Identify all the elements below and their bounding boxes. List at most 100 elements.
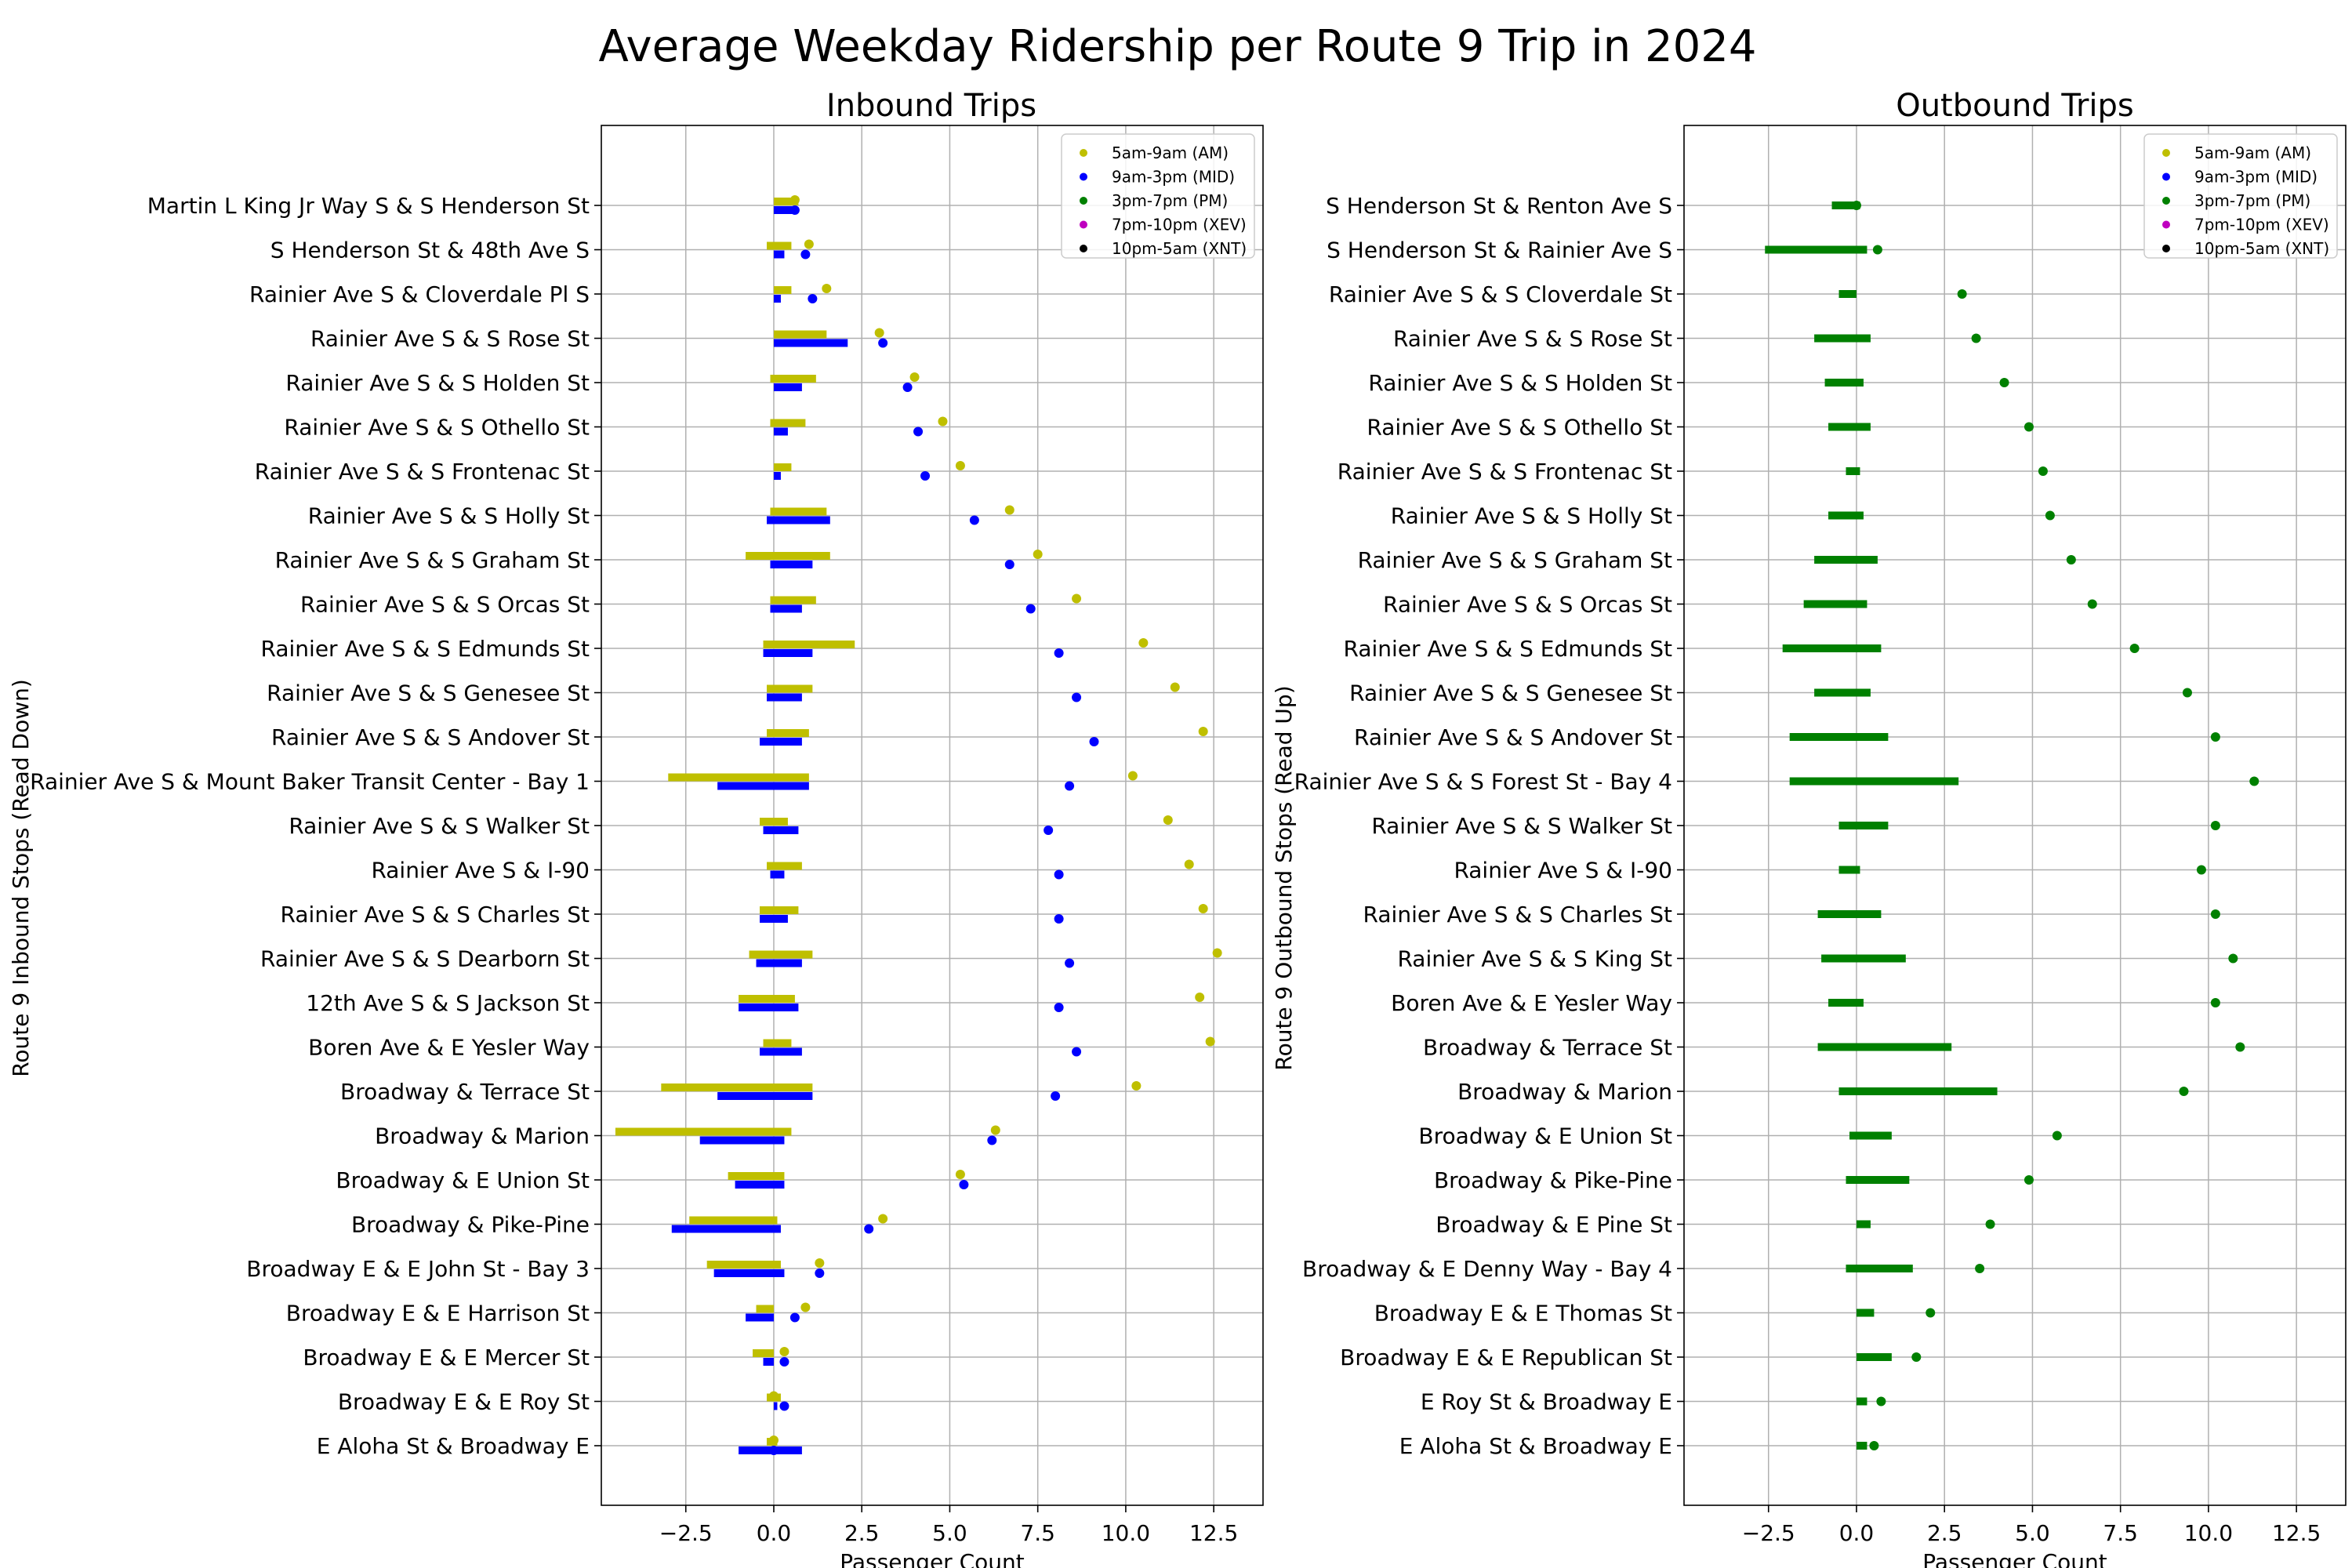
data-point	[1072, 593, 1082, 604]
data-point	[789, 195, 800, 205]
stop-label: Broadway & Marion	[375, 1123, 590, 1149]
range-bar	[770, 870, 785, 879]
stop-label: Rainier Ave S & S Edmunds St	[261, 636, 590, 662]
axes-frame	[1683, 125, 2347, 1506]
data-point	[1163, 815, 1173, 825]
range-bar	[763, 1358, 774, 1366]
legend-marker	[2162, 197, 2170, 205]
range-bar	[756, 959, 802, 967]
stop-label: Rainier Ave S & S Rose St	[1393, 326, 1672, 352]
legend-box	[1061, 133, 1255, 259]
range-bar	[1828, 999, 1864, 1007]
data-point	[2066, 555, 2076, 564]
data-point	[2210, 732, 2220, 742]
data-point	[969, 515, 979, 525]
range-bar	[1838, 290, 1857, 298]
data-point	[800, 1302, 811, 1312]
data-point	[1212, 948, 1222, 958]
stop-label: Rainier Ave S & S Charles St	[281, 902, 590, 927]
y-axis-label: Route 9 Inbound Stops (Read Down)	[8, 679, 34, 1077]
range-bar	[1846, 1176, 1910, 1184]
data-point	[1195, 993, 1205, 1002]
range-bar	[1846, 1265, 1913, 1272]
y-axis-label: Route 9 Outbound Stops (Read Up)	[1271, 685, 1297, 1070]
legend-marker	[1080, 197, 1087, 205]
stop-label: Broadway & E Union St	[336, 1167, 590, 1193]
range-bar	[1846, 467, 1860, 475]
range-bar	[767, 729, 809, 737]
range-bar	[767, 862, 802, 870]
data-point	[2210, 821, 2220, 830]
data-point	[1004, 560, 1014, 569]
range-bar	[699, 1136, 785, 1145]
stop-label: Rainier Ave S & S Frontenac St	[255, 459, 590, 485]
legend-label: 3pm-7pm (PM)	[1112, 191, 1228, 210]
data-point	[1054, 648, 1064, 658]
range-bar	[773, 206, 795, 214]
stop-label: Rainier Ave S & S Genesee St	[1349, 681, 1672, 706]
range-bar	[773, 427, 788, 436]
stop-label: Rainier Ave S & S Othello St	[1367, 415, 1672, 441]
range-bar	[735, 1181, 785, 1189]
stop-label: Rainier Ave S & S Holden St	[1368, 370, 1672, 396]
range-bar	[1821, 954, 1906, 963]
data-point	[2249, 776, 2259, 786]
stop-label: Rainier Ave S & S Holly St	[1391, 503, 1672, 529]
range-bar	[1782, 644, 1882, 652]
data-point	[913, 426, 924, 437]
data-point	[789, 1312, 800, 1323]
stop-label: Broadway & E Pine St	[1436, 1212, 1672, 1238]
range-bar	[773, 250, 785, 259]
data-point	[878, 1214, 888, 1224]
range-bar	[773, 295, 781, 303]
legend-marker	[2162, 172, 2170, 181]
data-point	[1851, 201, 1861, 210]
stop-label: Rainier Ave S & S Rose St	[310, 326, 590, 352]
stop-label: Rainier Ave S & S Genesee St	[267, 681, 590, 706]
stop-label: S Henderson St & 48th Ave S	[270, 238, 590, 263]
data-point	[1170, 682, 1180, 692]
data-point	[874, 328, 884, 338]
range-bar	[1765, 245, 1867, 254]
data-point	[2045, 510, 2055, 521]
panel-title: Inbound Trips	[826, 88, 1036, 124]
stop-label: Rainier Ave S & S Walker St	[1371, 813, 1672, 839]
stop-label: Broadway & Terrace St	[340, 1079, 590, 1105]
stop-label: Broadway E & E John St - Bay 3	[246, 1256, 590, 1282]
range-bar	[1856, 1308, 1875, 1317]
range-bar	[713, 1269, 785, 1277]
data-point	[2038, 466, 2048, 476]
stop-label: Broadway E & E Roy St	[338, 1389, 590, 1415]
data-point	[1911, 1352, 1922, 1362]
stop-label: Broadway & Terrace St	[1423, 1035, 1672, 1061]
range-bar	[746, 552, 830, 560]
stop-label: Broadway & Marion	[1457, 1079, 1672, 1105]
data-point	[779, 1401, 789, 1411]
data-point	[1089, 737, 1099, 746]
x-tick-label: 5.0	[2015, 1520, 2050, 1546]
outbound-panel: Outbound Trips −2.5 0.0 2.5 5.0 7.5 10.0 12.5 S …	[1271, 88, 2347, 1568]
range-bar	[760, 906, 799, 914]
stop-label: 12th Ave S & S Jackson St	[306, 990, 590, 1016]
stop-label: Broadway E & E Thomas St	[1374, 1301, 1672, 1327]
x-tick-label: 2.5	[844, 1520, 880, 1546]
range-bar	[671, 1225, 781, 1233]
range-bar	[1828, 511, 1864, 520]
range-bar	[773, 339, 848, 347]
data-point	[2052, 1131, 2062, 1141]
data-point	[800, 249, 811, 260]
stop-label: E Aloha St & Broadway E	[1399, 1433, 1672, 1459]
range-bar	[749, 950, 813, 959]
range-bar	[760, 915, 788, 923]
stop-label: E Aloha St & Broadway E	[317, 1433, 590, 1459]
data-point	[2228, 953, 2238, 964]
range-bar	[770, 561, 813, 568]
data-point	[1971, 333, 1981, 343]
stop-label: Rainier Ave S & S Dearborn St	[260, 946, 590, 972]
range-bar	[668, 773, 809, 782]
range-bar	[767, 693, 802, 702]
range-bar	[767, 516, 830, 524]
stop-label: Rainier Ave S & I-90	[1454, 858, 1672, 884]
data-point	[779, 1357, 789, 1367]
range-bar	[773, 286, 792, 294]
